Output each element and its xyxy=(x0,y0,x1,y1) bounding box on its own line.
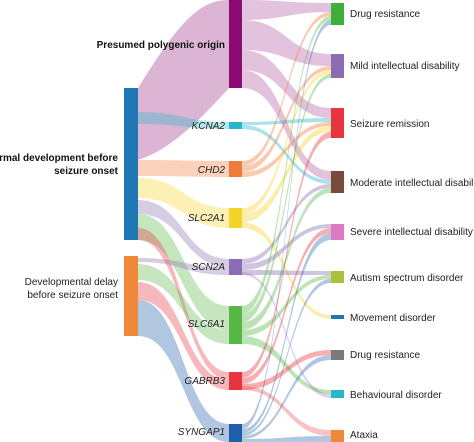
outcome-label-autism: Autism spectrum disorder xyxy=(350,273,464,284)
origin-label-normal-line2: seizure onset xyxy=(54,166,119,177)
flow-link-normal-to-chd2 xyxy=(138,160,229,177)
flow-link-normal-to-polygenic xyxy=(138,0,229,160)
flow-link-kcna2-to-remission xyxy=(242,118,331,125)
gene-label-syngap1: SYNGAP1 xyxy=(178,427,225,438)
node-behavioural xyxy=(331,390,344,398)
flow-link-chd2-to-drug1 xyxy=(242,12,331,166)
flow-link-gabrb3-to-ataxia xyxy=(242,386,331,436)
node-syngap1 xyxy=(229,424,242,442)
node-scn2a xyxy=(229,259,242,275)
outcome-label-drug-resistance-2: Drug resistance xyxy=(350,350,420,361)
flow-link-syngap1-to-drug2 xyxy=(242,355,331,439)
node-chd2 xyxy=(229,161,242,177)
node-moderate xyxy=(331,171,344,193)
gene-label-gabrb3: GABRB3 xyxy=(184,376,225,387)
outcome-label-movement: Movement disorder xyxy=(350,313,436,324)
node-severe xyxy=(331,224,344,240)
flow-link-scn2a-to-moderate xyxy=(242,184,331,264)
flow-link-chd2-to-remission xyxy=(242,122,331,177)
flow-links xyxy=(138,0,331,442)
flow-link-syngap1-to-severe xyxy=(242,233,331,433)
node-ataxia xyxy=(331,430,344,442)
gene-label-slc2a1: SLC2A1 xyxy=(188,213,225,224)
flow-link-gabrb3-to-remission xyxy=(242,132,331,378)
node-movement xyxy=(331,315,344,319)
flow-link-polygenic-to-drug1 xyxy=(242,0,331,20)
node-polygenic xyxy=(229,0,242,88)
origin-label-delay-line1: Developmental delay xyxy=(25,277,118,288)
flow-link-normal-to-slc6a1 xyxy=(138,214,229,330)
outcome-label-behavioural: Behavioural disorder xyxy=(350,390,442,401)
flow-link-delay-to-syngap1 xyxy=(138,300,229,442)
node-drug1 xyxy=(331,3,344,25)
flow-link-delay-to-scn2a xyxy=(138,258,229,275)
outcome-label-mild-id: Mild intellectual disability xyxy=(350,61,460,72)
outcome-label-drug-resistance-1: Drug resistance xyxy=(350,9,420,20)
outcome-label-severe-id: Severe intellectual disability xyxy=(350,227,473,238)
node-slc2a1 xyxy=(229,208,242,228)
flow-link-scn2a-to-severe xyxy=(242,224,331,270)
flow-link-polygenic-to-mild xyxy=(242,20,331,66)
outcome-label-seizure-remission: Seizure remission xyxy=(350,119,429,130)
node-normal xyxy=(124,88,138,240)
node-kcna2 xyxy=(229,122,242,129)
origin-label-delay-line2: before seizure onset xyxy=(27,290,118,301)
gene-label-scn2a: SCN2A xyxy=(192,262,226,273)
origin-label-normal-line1: Normal development before xyxy=(0,153,118,164)
outcome-label-moderate-id: Moderate intellectual disability xyxy=(350,178,474,189)
flow-link-slc6a1-to-autism xyxy=(242,275,331,336)
node-gabrb3 xyxy=(229,372,242,390)
gene-label-slc6a1: SLC6A1 xyxy=(188,319,225,330)
flow-link-syngap1-to-ataxia xyxy=(242,436,331,442)
flow-link-slc6a1-to-moderate xyxy=(242,188,331,330)
node-remission xyxy=(331,108,344,138)
node-delay xyxy=(124,256,138,336)
flow-link-scn2a-to-autism xyxy=(242,270,331,275)
flow-link-scn2a-to-behavioural xyxy=(242,272,331,398)
flow-link-polygenic-to-moderate xyxy=(242,70,331,180)
flow-link-slc2a1-to-mild xyxy=(242,70,331,214)
flow-link-normal-to-gabrb3 xyxy=(138,228,229,380)
flow-link-syngap1-to-autism xyxy=(242,279,331,436)
gene-label-kcna2: KCNA2 xyxy=(192,121,226,132)
flow-link-chd2-to-mild xyxy=(242,66,331,172)
flow-link-polygenic-to-remission xyxy=(242,50,331,118)
node-autism xyxy=(331,271,344,283)
flow-link-gabrb3-to-drug2 xyxy=(242,350,331,390)
flow-link-gabrb3-to-severe xyxy=(242,228,331,384)
node-mild xyxy=(331,54,344,78)
flow-link-normal-to-slc2a1 xyxy=(138,178,229,228)
node-slc6a1 xyxy=(229,306,242,344)
flow-link-slc2a1-to-remission xyxy=(242,126,331,222)
flow-nodes xyxy=(124,0,344,442)
flow-link-normal-to-kcna2 xyxy=(138,112,229,129)
flow-link-delay-to-slc6a1 xyxy=(138,264,229,344)
flow-link-slc6a1-to-mild xyxy=(242,74,331,322)
gene-label-chd2: CHD2 xyxy=(198,165,226,176)
flow-link-slc6a1-to-drug1 xyxy=(242,16,331,314)
outcome-label-ataxia: Ataxia xyxy=(350,430,378,441)
flow-link-kcna2-to-moderate xyxy=(242,125,331,184)
flow-link-delay-to-gabrb3 xyxy=(138,282,229,390)
flow-link-slc2a1-to-movement xyxy=(242,222,331,319)
flow-link-normal-to-scn2a xyxy=(138,200,229,267)
flow-link-slc6a1-to-behavioural xyxy=(242,336,331,394)
flow-link-syngap1-to-drug1 xyxy=(242,20,331,429)
origin-label-polygenic: Presumed polygenic origin xyxy=(97,40,225,51)
node-drug2 xyxy=(331,350,344,360)
